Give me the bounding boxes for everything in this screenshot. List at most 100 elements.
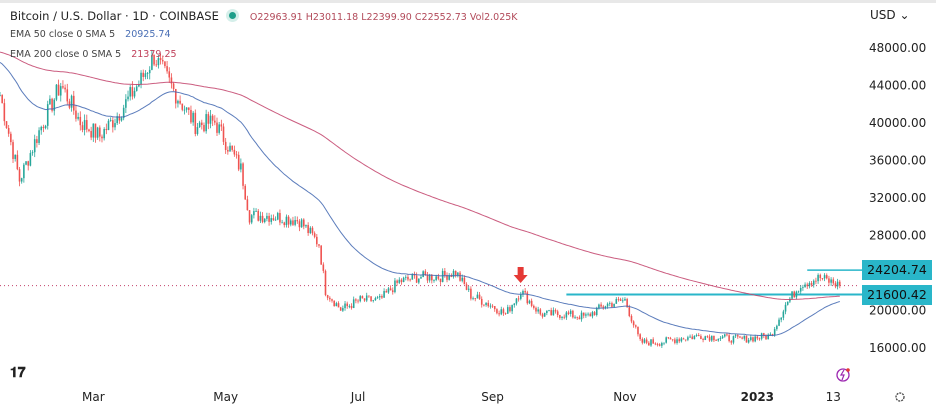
candle-body <box>537 309 539 312</box>
candle-body <box>658 344 661 346</box>
candle-body <box>274 219 277 221</box>
candle-body <box>708 336 711 341</box>
candle-body <box>16 154 19 170</box>
candle-body <box>513 303 516 306</box>
candle-body <box>810 283 813 285</box>
candle-body <box>387 288 390 293</box>
candle-body <box>697 335 700 337</box>
lightning-icon[interactable] <box>836 368 850 382</box>
candle-body <box>632 321 635 326</box>
candle-body <box>745 335 748 343</box>
candle-body <box>155 64 158 66</box>
candle-body <box>615 299 618 304</box>
candle-body <box>426 274 429 281</box>
candle-body <box>168 71 171 78</box>
candle-body <box>298 221 301 228</box>
candle-body <box>198 122 201 128</box>
candle-body <box>348 306 351 307</box>
candle-body <box>207 114 210 124</box>
candle-body <box>435 276 437 280</box>
candle-body <box>279 213 281 223</box>
candle-body <box>734 335 737 337</box>
candle-body <box>374 298 377 301</box>
candle-body <box>769 334 772 335</box>
candle-body <box>294 220 296 225</box>
candle-body <box>630 315 633 322</box>
candle-body <box>270 218 273 222</box>
candle-body <box>420 277 422 279</box>
candle-body <box>754 336 756 342</box>
currency-label: USD <box>870 8 896 22</box>
ema50-legend[interactable]: EMA 50 close 0 SMA 5 20925.74 <box>10 29 171 40</box>
candle-body <box>454 270 457 276</box>
candle-body <box>702 339 704 340</box>
candle-body <box>828 278 830 283</box>
candle-body <box>83 120 86 131</box>
currency-selector[interactable]: USD ⌄ <box>870 8 910 22</box>
candle-body <box>383 291 385 298</box>
candle-body <box>439 278 442 282</box>
candle-body <box>116 116 118 124</box>
candle-body <box>517 298 520 300</box>
candle-body <box>313 233 316 237</box>
candle-body <box>578 317 581 320</box>
candle-body <box>836 281 839 287</box>
candle-body <box>728 335 730 342</box>
candle-body <box>680 338 683 342</box>
candle-body <box>25 161 27 165</box>
candle-body <box>157 58 160 66</box>
candle-body <box>444 270 446 276</box>
candle-body <box>830 279 832 283</box>
candle-body <box>151 54 153 70</box>
candle-body <box>289 220 292 225</box>
candle-body <box>112 120 114 128</box>
candle-body <box>1 95 3 104</box>
candle-body <box>296 220 299 222</box>
candle-body <box>446 275 448 280</box>
candle-body <box>643 339 646 343</box>
symbol-title[interactable]: Bitcoin / U.S. Dollar · 1D · COINBASE <box>10 9 219 23</box>
candle-body <box>669 338 672 340</box>
candle-body <box>463 277 466 285</box>
candle-body <box>743 335 746 339</box>
candle-body <box>506 307 509 314</box>
candle-body <box>103 128 105 139</box>
x-tick-label: Jul <box>350 390 365 404</box>
candle-body <box>222 126 225 142</box>
candle-body <box>838 281 841 286</box>
candle-body <box>548 310 550 311</box>
candle-body <box>190 109 192 123</box>
candle-body <box>261 215 264 223</box>
candle-body <box>23 164 25 179</box>
candle-body <box>556 311 559 315</box>
candle-body <box>46 104 49 126</box>
candle-body <box>635 325 637 327</box>
candle-body <box>656 344 659 346</box>
candle-body <box>214 120 216 123</box>
ema200-legend[interactable]: EMA 200 close 0 SMA 5 21379.25 <box>10 49 177 60</box>
candle-body <box>159 58 162 60</box>
candle-body <box>539 309 542 315</box>
candle-body <box>817 274 819 282</box>
candle-body <box>337 303 340 308</box>
candle-body <box>357 300 359 302</box>
candle-body <box>726 334 728 336</box>
candle-body <box>101 136 103 139</box>
candle-body <box>42 126 45 129</box>
candle-body <box>220 124 223 127</box>
candle-body <box>500 309 503 315</box>
candle-body <box>821 278 824 279</box>
candle-body <box>441 270 444 282</box>
gear-icon[interactable] <box>895 392 905 402</box>
candle-body <box>721 336 724 339</box>
candle-body <box>773 329 776 336</box>
candle-body <box>389 288 392 291</box>
candle-body <box>40 126 43 131</box>
candle-body <box>626 299 628 308</box>
candle-body <box>322 264 325 271</box>
close-value: C22552.73 <box>414 12 467 23</box>
y-tick-label: 28000.00 <box>869 229 926 243</box>
candle-body <box>365 295 368 301</box>
candle-body <box>418 278 420 283</box>
